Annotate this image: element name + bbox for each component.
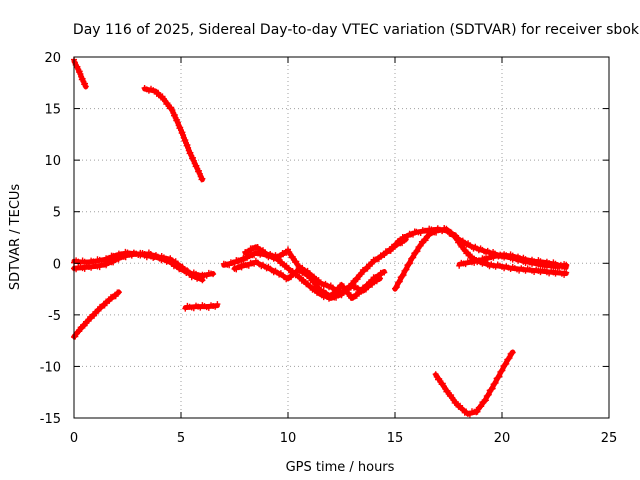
series-arc-4: [182, 301, 221, 312]
series-point-markers: [456, 251, 570, 271]
y-tick-label: -10: [40, 360, 61, 375]
x-tick-label: 20: [494, 431, 511, 446]
data-series-layer: [71, 56, 570, 418]
series-arc-5: [432, 349, 516, 418]
tick-labels: 0 5 10 15 20 25 -15 -10 -5 0 5 10 15 20: [40, 51, 618, 446]
axis-ticks: [73, 56, 610, 419]
series-point-markers: [71, 249, 206, 284]
y-tick-label: 20: [44, 51, 61, 66]
chart-title: Day 116 of 2025, Sidereal Day-to-day VTE…: [73, 22, 640, 38]
y-tick-label: 15: [44, 103, 61, 118]
x-tick-label: 15: [387, 431, 404, 446]
x-tick-label: 25: [601, 431, 618, 446]
y-axis-label: SDTVAR / TECUs: [8, 184, 23, 291]
y-tick-label: 10: [44, 154, 61, 169]
series-arc-13: [456, 251, 570, 271]
x-tick-label: 0: [70, 431, 78, 446]
series-point-markers: [231, 257, 388, 301]
series-arc-7: [71, 249, 206, 284]
plot-frame: [73, 56, 610, 419]
y-tick-label: 5: [53, 206, 61, 221]
x-tick-label: 10: [280, 431, 297, 446]
series-point-markers: [182, 301, 221, 312]
grid-lines: [74, 57, 609, 418]
y-tick-label: 0: [53, 257, 61, 272]
series-point-markers: [242, 244, 383, 298]
x-axis-label: GPS time / hours: [286, 460, 395, 475]
series-arc-3: [141, 85, 206, 183]
y-tick-label: -5: [48, 309, 61, 324]
y-tick-label: -15: [40, 412, 61, 427]
series-track: [433, 349, 516, 417]
series-arc-10: [242, 244, 383, 298]
x-tick-label: 5: [177, 431, 185, 446]
series-point-markers: [432, 349, 516, 418]
series-point-markers: [141, 85, 206, 183]
series-arc-9: [231, 257, 388, 301]
series-point-markers: [392, 225, 570, 292]
series-arc-8: [220, 236, 409, 302]
series-arc-12: [392, 225, 570, 292]
